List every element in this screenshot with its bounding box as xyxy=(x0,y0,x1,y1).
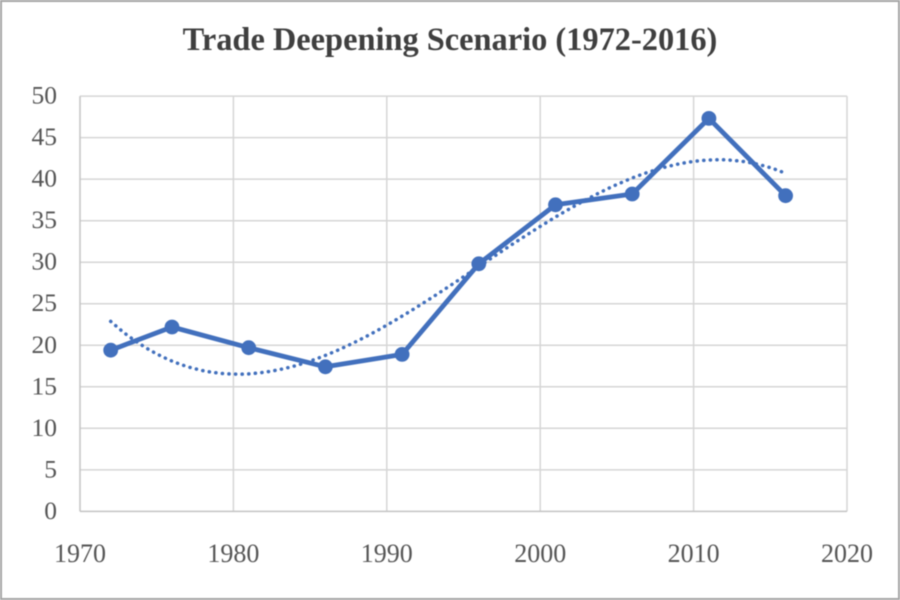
svg-text:20: 20 xyxy=(32,330,58,359)
svg-text:2010: 2010 xyxy=(668,539,720,568)
svg-text:35: 35 xyxy=(32,205,58,234)
svg-text:45: 45 xyxy=(32,122,58,151)
svg-text:1970: 1970 xyxy=(54,539,106,568)
svg-text:25: 25 xyxy=(32,288,58,317)
svg-text:40: 40 xyxy=(32,164,58,193)
svg-text:2020: 2020 xyxy=(821,539,873,568)
svg-text:50: 50 xyxy=(32,81,58,110)
svg-text:10: 10 xyxy=(32,413,58,442)
svg-text:15: 15 xyxy=(32,371,58,400)
svg-text:0: 0 xyxy=(44,496,57,525)
svg-text:30: 30 xyxy=(32,247,58,276)
svg-text:5: 5 xyxy=(44,454,57,483)
svg-text:1990: 1990 xyxy=(361,539,413,568)
svg-text:1980: 1980 xyxy=(207,539,259,568)
svg-text:2000: 2000 xyxy=(514,539,566,568)
